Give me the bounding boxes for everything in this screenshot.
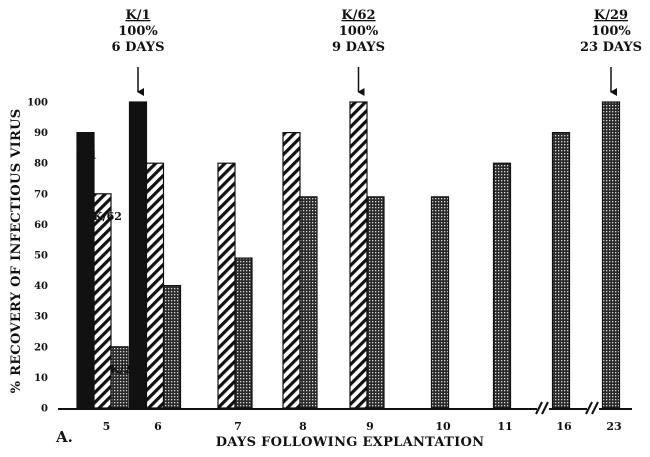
series-tag-K62: K/62 bbox=[93, 210, 122, 223]
x-tick-label-10: 10 bbox=[435, 420, 451, 433]
y-tick-label: 30 bbox=[34, 312, 48, 323]
bar-K62-day-6 bbox=[145, 162, 165, 409]
axis-break-mark bbox=[591, 401, 599, 415]
y-tick-label: 60 bbox=[34, 220, 48, 231]
y-tick-label: 40 bbox=[34, 281, 48, 292]
annotation-line: 100% bbox=[591, 24, 631, 39]
annotation-line: K/1 bbox=[125, 8, 150, 23]
x-tick-label-5: 5 bbox=[103, 420, 111, 433]
axis-break-mark bbox=[535, 401, 543, 415]
y-axis-title: % RECOVERY OF INFECTIOUS VIRUS bbox=[9, 109, 24, 394]
bar-K29-day-5 bbox=[110, 346, 129, 409]
bar-K62-day-9 bbox=[349, 101, 368, 409]
x-tick-label-16: 16 bbox=[556, 420, 572, 433]
axis-break-mark bbox=[541, 401, 549, 415]
bar-K29-day-7 bbox=[234, 257, 253, 409]
series-tags: K/1 K/62 K/29 bbox=[76, 149, 139, 376]
bar-K29-day-11 bbox=[492, 162, 512, 409]
bars bbox=[76, 101, 621, 409]
annotation-line: 100% bbox=[118, 24, 158, 39]
bar-K62-day-8 bbox=[282, 132, 301, 409]
annotation-line: K/62 bbox=[341, 8, 375, 23]
bar-K29-day-9 bbox=[366, 196, 385, 409]
series-tag-K29: K/29 bbox=[110, 363, 139, 376]
axis-breaks bbox=[535, 401, 599, 416]
bar-K62-day-5 bbox=[93, 193, 112, 409]
bar-K29-day-23 bbox=[601, 101, 621, 409]
x-tick-label-11: 11 bbox=[497, 420, 512, 433]
x-tick-label-8: 8 bbox=[299, 420, 307, 433]
axis-break-mark bbox=[585, 401, 593, 415]
y-tick-label: 20 bbox=[34, 342, 48, 353]
annotation-line: 23 DAYS bbox=[580, 40, 642, 55]
y-tick-label: 10 bbox=[34, 373, 48, 384]
x-tick-label-7: 7 bbox=[234, 420, 242, 433]
x-axis-ticks: 5 6 7 8 9 10 11 16 23 bbox=[103, 420, 622, 433]
x-tick-label-9: 9 bbox=[366, 420, 374, 433]
y-tick-label: 0 bbox=[41, 404, 48, 415]
x-tick-label-23: 23 bbox=[606, 420, 621, 433]
bar-K29-day-10 bbox=[430, 196, 450, 409]
annotation-line: 6 DAYS bbox=[112, 40, 165, 55]
x-tick-label-6: 6 bbox=[154, 420, 162, 433]
y-axis-ticks: 0 10 20 30 40 50 60 70 80 90 100 bbox=[27, 98, 48, 415]
bar-K29-day-6 bbox=[162, 285, 182, 409]
bar-K29-day-16 bbox=[551, 132, 571, 409]
y-tick-label: 90 bbox=[34, 128, 48, 139]
annotation-line: K/29 bbox=[594, 8, 628, 23]
y-tick-label: 100 bbox=[27, 98, 48, 109]
y-tick-label: 80 bbox=[34, 159, 48, 170]
y-tick-label: 70 bbox=[34, 189, 48, 200]
annotation-line: 9 DAYS bbox=[332, 40, 385, 55]
x-axis-title: DAYS FOLLOWING EXPLANTATION bbox=[216, 435, 485, 450]
bar-K1-day-5 bbox=[76, 132, 95, 409]
series-tag-K1: K/1 bbox=[76, 149, 97, 162]
bar-K29-day-8 bbox=[299, 196, 318, 409]
bar-K62-day-7 bbox=[217, 162, 236, 409]
annotation-line: 100% bbox=[339, 24, 379, 39]
y-tick-label: 50 bbox=[34, 251, 48, 262]
panel-label: A. bbox=[55, 428, 73, 446]
